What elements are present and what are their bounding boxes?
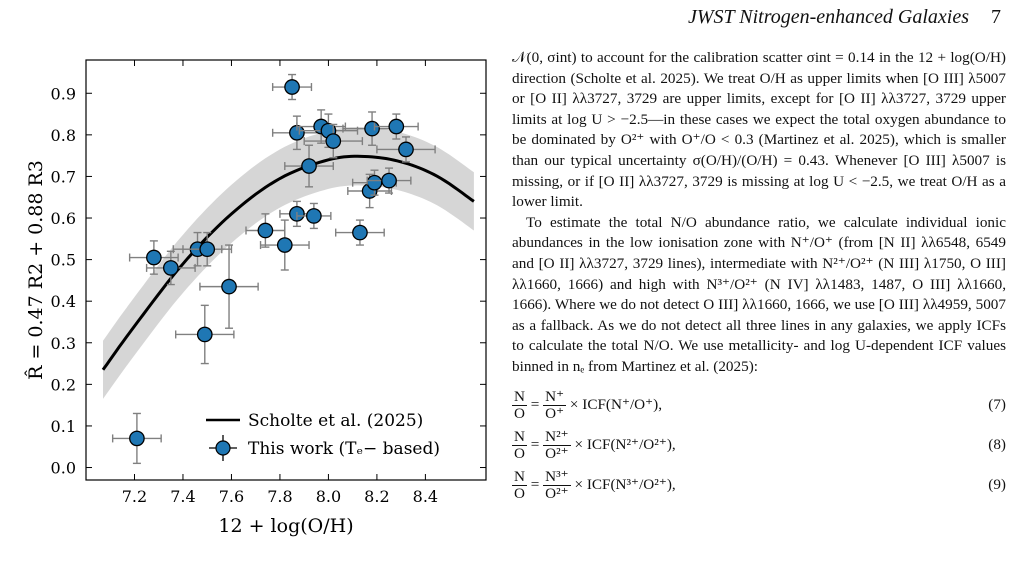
data-point xyxy=(271,73,313,101)
legend-line-label: Scholte et al. (2025) xyxy=(248,411,423,431)
x-tick-label: 8.0 xyxy=(316,487,341,506)
y-tick-label: 0.1 xyxy=(51,417,76,436)
paragraph-1: 𝒩(0, σint) to account for the calibratio… xyxy=(512,49,1006,211)
data-point xyxy=(334,219,385,246)
data-point xyxy=(366,167,412,194)
data-point xyxy=(376,136,436,163)
data-point xyxy=(296,202,332,230)
equation-number: (9) xyxy=(988,476,1006,494)
equation-number: (8) xyxy=(988,436,1006,454)
legend-points-label: This work (Tₑ− based) xyxy=(248,439,440,459)
y-tick-label: 0.9 xyxy=(51,84,76,103)
x-tick-label: 8.2 xyxy=(364,487,389,506)
data-marker xyxy=(301,158,317,174)
y-tick-label: 0.5 xyxy=(51,251,76,270)
page-number: 7 xyxy=(991,6,1001,28)
data-point xyxy=(373,113,419,140)
y-tick-label: 0.2 xyxy=(51,375,76,394)
data-point xyxy=(199,244,259,329)
y-axis-label: R̂ = 0.47 R2 + 0.88 R3 xyxy=(25,160,47,380)
y-tick-label: 0.3 xyxy=(51,334,76,353)
data-marker xyxy=(381,172,397,189)
x-tick-label: 7.8 xyxy=(267,487,292,506)
y-tick-label: 0.7 xyxy=(51,167,76,186)
data-point xyxy=(259,219,310,271)
data-marker xyxy=(284,79,300,95)
x-tick-label: 8.4 xyxy=(413,487,438,506)
data-marker xyxy=(325,133,342,149)
legend: Scholte et al. (2025) This work (Tₑ− bas… xyxy=(206,411,440,461)
data-marker xyxy=(398,141,414,158)
data-marker xyxy=(352,224,368,241)
y-tick-label: 0.4 xyxy=(51,292,76,311)
data-point xyxy=(245,213,286,248)
plot-frame xyxy=(85,59,487,481)
x-tick-label: 7.2 xyxy=(122,487,147,506)
data-marker xyxy=(388,118,405,135)
data-marker xyxy=(276,237,293,253)
data-point xyxy=(271,115,322,151)
header-title: JWST Nitrogen-enhanced Galaxies xyxy=(687,6,969,28)
data-marker xyxy=(366,174,383,191)
calibration-band xyxy=(103,127,474,399)
data-point xyxy=(111,412,162,465)
data-marker xyxy=(129,430,145,447)
legend-point-swatch xyxy=(215,440,231,456)
data-marker xyxy=(196,326,213,343)
data-marker xyxy=(257,222,274,239)
data-point xyxy=(182,231,233,267)
y-tick-label: 0.6 xyxy=(51,209,76,228)
data-marker xyxy=(199,241,216,258)
text-column: 𝒩(0, σint) to account for the calibratio… xyxy=(512,48,1006,506)
data-point xyxy=(128,240,179,275)
data-point xyxy=(303,123,364,159)
running-header: JWST Nitrogen-enhanced Galaxies 7 xyxy=(688,6,1001,29)
data-point xyxy=(284,144,334,188)
data-marker xyxy=(146,249,162,266)
y-tick-label: 0.0 xyxy=(51,459,76,478)
data-marker xyxy=(306,208,322,224)
data-marker xyxy=(364,120,380,137)
data-point xyxy=(174,304,235,365)
x-tick-label: 7.6 xyxy=(219,487,244,506)
scatter-figure: 7.2 7.4 7.6 7.8 8.0 8.2 8.4 0.0 0.1 0.2 0.3 0.4 0.5 0… xyxy=(25,59,487,537)
data-point xyxy=(342,111,402,146)
paragraph-2: To estimate the total N/O abundance rati… xyxy=(512,213,1006,375)
x-axis-label: 12 + log(O/H) xyxy=(218,515,353,537)
data-marker xyxy=(162,260,179,276)
y-tick-label: 0.8 xyxy=(51,126,76,145)
x-tick-label: 7.4 xyxy=(170,487,195,506)
data-marker xyxy=(221,278,237,295)
equation-number: (7) xyxy=(988,396,1006,414)
